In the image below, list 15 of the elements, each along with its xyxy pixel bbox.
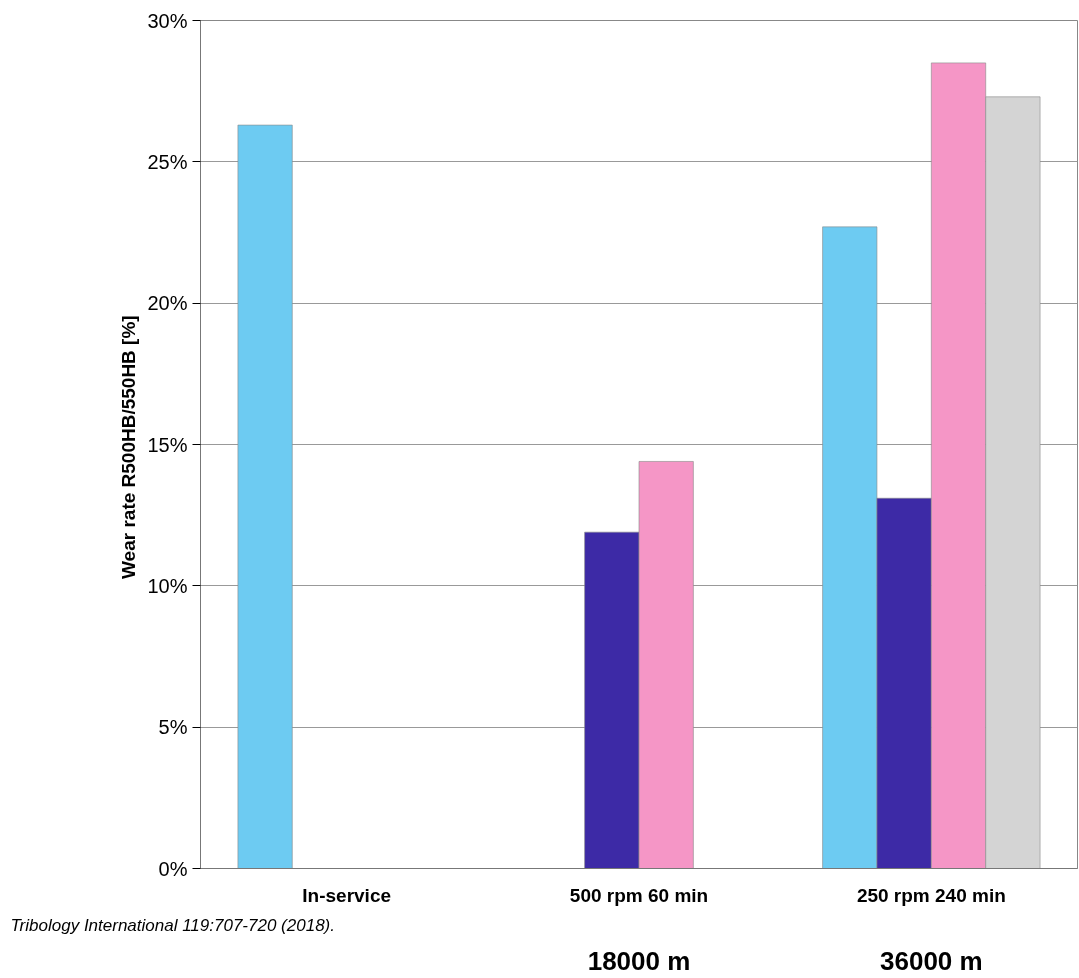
text: Tribology International 119:707-720 (2018). bbox=[10, 915, 335, 935]
y-tick-label: 25% bbox=[147, 150, 188, 173]
x-tick-label: 500 rpm 60 min bbox=[569, 884, 709, 906]
y-tick-label: 30% bbox=[147, 9, 188, 32]
x-tick-label: 250 rpm 240 min bbox=[856, 884, 1006, 906]
y-tick-label: 15% bbox=[147, 433, 188, 456]
bar bbox=[237, 124, 293, 869]
x-tick-label: In-service bbox=[302, 884, 392, 906]
y-tick-label: 5% bbox=[158, 716, 188, 739]
text: 18000 m bbox=[587, 945, 691, 976]
y-tick-label: 20% bbox=[147, 292, 188, 315]
text: 36000 m bbox=[880, 945, 983, 976]
y-tick-label: 10% bbox=[147, 574, 188, 597]
y-tick-label: 0% bbox=[158, 857, 188, 880]
y-axis-title: Wear rate R500HB/550HB [%] bbox=[118, 315, 140, 579]
